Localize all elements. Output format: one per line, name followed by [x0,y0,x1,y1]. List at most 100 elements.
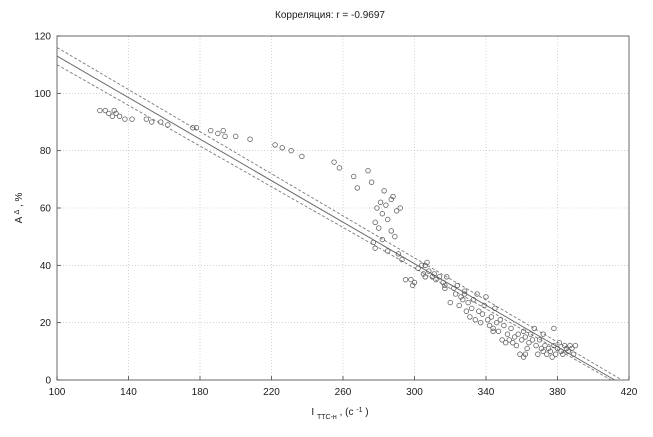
x-tick-label: 100 [49,387,66,398]
data-point [569,345,575,352]
data-point [565,348,571,355]
data-point [540,331,546,337]
data-point [560,351,566,357]
data-point [388,228,394,234]
data-point [442,282,448,289]
x-axis-label-suffix: , (с [340,407,354,418]
data-point [299,153,305,160]
data-point [399,256,405,263]
data-point [451,285,457,291]
data-point [520,354,527,360]
data-point [415,265,421,271]
data-point [377,199,384,205]
y-axis-label-sup: Δ [14,210,21,215]
data-point [531,325,537,332]
x-axis-label-close: ) [365,407,368,418]
y-axis-label-group: A Δ , % [14,192,26,223]
data-point [106,110,112,117]
data-point [440,279,446,286]
data-point [424,259,430,266]
data-point [433,276,439,283]
data-point [426,268,432,274]
data-point [476,308,482,314]
data-point [143,116,150,122]
data-point [233,133,239,140]
data-point [331,159,337,165]
data-point [372,219,378,226]
data-point [158,119,164,125]
y-tick-label: 120 [34,32,51,43]
data-point [510,340,516,346]
y-axis-label-main: A [14,216,25,223]
x-tick-label: 340 [478,387,495,398]
data-point [511,334,518,340]
x-tick-label: 140 [120,387,137,398]
data-point [442,285,448,291]
data-point [547,348,554,355]
ci-lower-line [56,64,612,381]
data-point [429,274,436,280]
data-point [465,299,471,306]
data-point [379,211,386,217]
data-point [477,319,484,326]
data-point [522,334,529,340]
data-point [492,305,498,312]
data-point [554,345,561,352]
data-point [336,165,343,171]
data-point [544,351,550,357]
data-point [504,331,511,337]
data-point [222,133,228,140]
data-point [486,322,493,329]
data-point [116,113,123,119]
data-point [508,325,514,332]
data-point [392,233,398,240]
data-point [526,340,532,346]
x-axis-label: I ТТС-н , (с -1 ) [311,407,368,421]
data-point [551,325,557,332]
data-point [506,337,512,343]
data-point [461,291,468,297]
data-point [383,202,389,208]
data-point [458,294,464,300]
data-point [470,297,477,303]
data-points [97,107,579,360]
data-point [572,342,579,349]
data-point [481,302,487,309]
data-point [502,340,509,346]
data-point [129,116,135,122]
grid-layer [56,35,630,381]
data-point [551,342,557,349]
data-point [461,288,468,294]
data-point [563,345,570,352]
data-point [215,130,221,137]
data-point [467,314,473,320]
data-point [549,354,555,360]
data-point [376,225,382,231]
data-point [408,276,414,283]
y-tick-label: 0 [45,376,51,387]
data-point [422,274,428,280]
data-point [390,193,396,200]
data-point [490,325,496,332]
data-point [497,317,503,323]
data-point [515,331,521,337]
data-point [494,319,500,326]
data-point [397,205,403,211]
data-point [351,173,357,180]
data-point [385,216,391,223]
regression-line [56,55,615,381]
x-tick-label: 300 [406,387,423,398]
y-tick-label: 100 [34,89,51,100]
data-point [517,351,523,357]
data-point [165,122,171,128]
data-point [402,276,409,283]
data-point [540,348,546,355]
data-point [368,179,375,185]
data-point [561,342,568,349]
data-point [529,337,536,343]
data-point [520,328,527,334]
data-point [488,314,495,320]
data-point [422,262,428,269]
data-point [495,328,502,334]
y-tick-label: 80 [40,146,52,157]
